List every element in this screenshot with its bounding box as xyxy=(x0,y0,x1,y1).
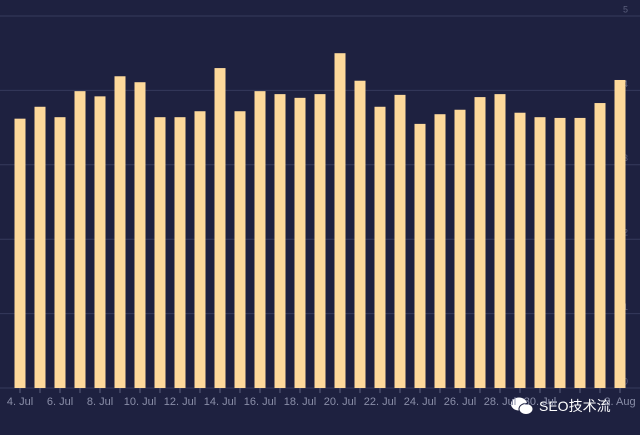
watermark: SEO技术流 xyxy=(510,396,611,416)
bar xyxy=(174,117,186,389)
bar xyxy=(614,79,626,388)
watermark-text: SEO技术流 xyxy=(539,398,611,414)
bar xyxy=(314,94,326,389)
bar xyxy=(414,123,426,388)
x-tick-label: 30. Jul xyxy=(523,396,557,408)
bar xyxy=(454,109,466,388)
x-tick-label: 6. Jul xyxy=(46,396,74,408)
bar xyxy=(534,117,546,389)
bar xyxy=(394,94,406,388)
bar xyxy=(554,117,566,388)
bar xyxy=(574,117,586,388)
x-tick-label: 10. Jul xyxy=(123,396,157,408)
x-tick-label: 22. Jul xyxy=(363,396,397,408)
bar xyxy=(294,97,306,388)
bar xyxy=(194,111,206,389)
bar xyxy=(374,106,386,388)
x-tick-label: 12. Jul xyxy=(163,396,197,408)
bar xyxy=(114,76,126,388)
bar xyxy=(474,97,486,388)
x-tick-label: 20. Jul xyxy=(323,396,357,408)
bar xyxy=(434,114,446,388)
x-tick-label: 26. Jul xyxy=(443,396,477,408)
bar xyxy=(594,103,606,388)
bar xyxy=(274,94,286,389)
bar xyxy=(134,82,146,388)
y-tick-label: 5 xyxy=(623,4,628,14)
x-tick-label: 3. Aug xyxy=(604,396,636,408)
x-tick-label: 8. Jul xyxy=(86,396,114,408)
x-tick-label: 16. Jul xyxy=(243,396,277,408)
x-tick-label: 24. Jul xyxy=(403,396,437,408)
bar xyxy=(54,117,66,389)
x-tick-label: 18. Jul xyxy=(283,396,317,408)
wechat-icon xyxy=(511,397,534,415)
bar xyxy=(94,96,106,389)
bar xyxy=(154,117,166,389)
bar xyxy=(354,80,366,388)
bar xyxy=(254,91,266,389)
bar xyxy=(74,91,86,389)
x-tick-label: 14. Jul xyxy=(203,396,237,408)
bar xyxy=(234,111,246,389)
x-tick-label: 28. Jul xyxy=(483,396,517,408)
bar xyxy=(14,118,26,388)
bar xyxy=(34,106,46,388)
bar xyxy=(514,112,526,388)
bar xyxy=(494,94,506,389)
bar xyxy=(214,68,226,388)
bar xyxy=(334,53,346,388)
x-tick-label: 4. Jul xyxy=(6,396,34,408)
